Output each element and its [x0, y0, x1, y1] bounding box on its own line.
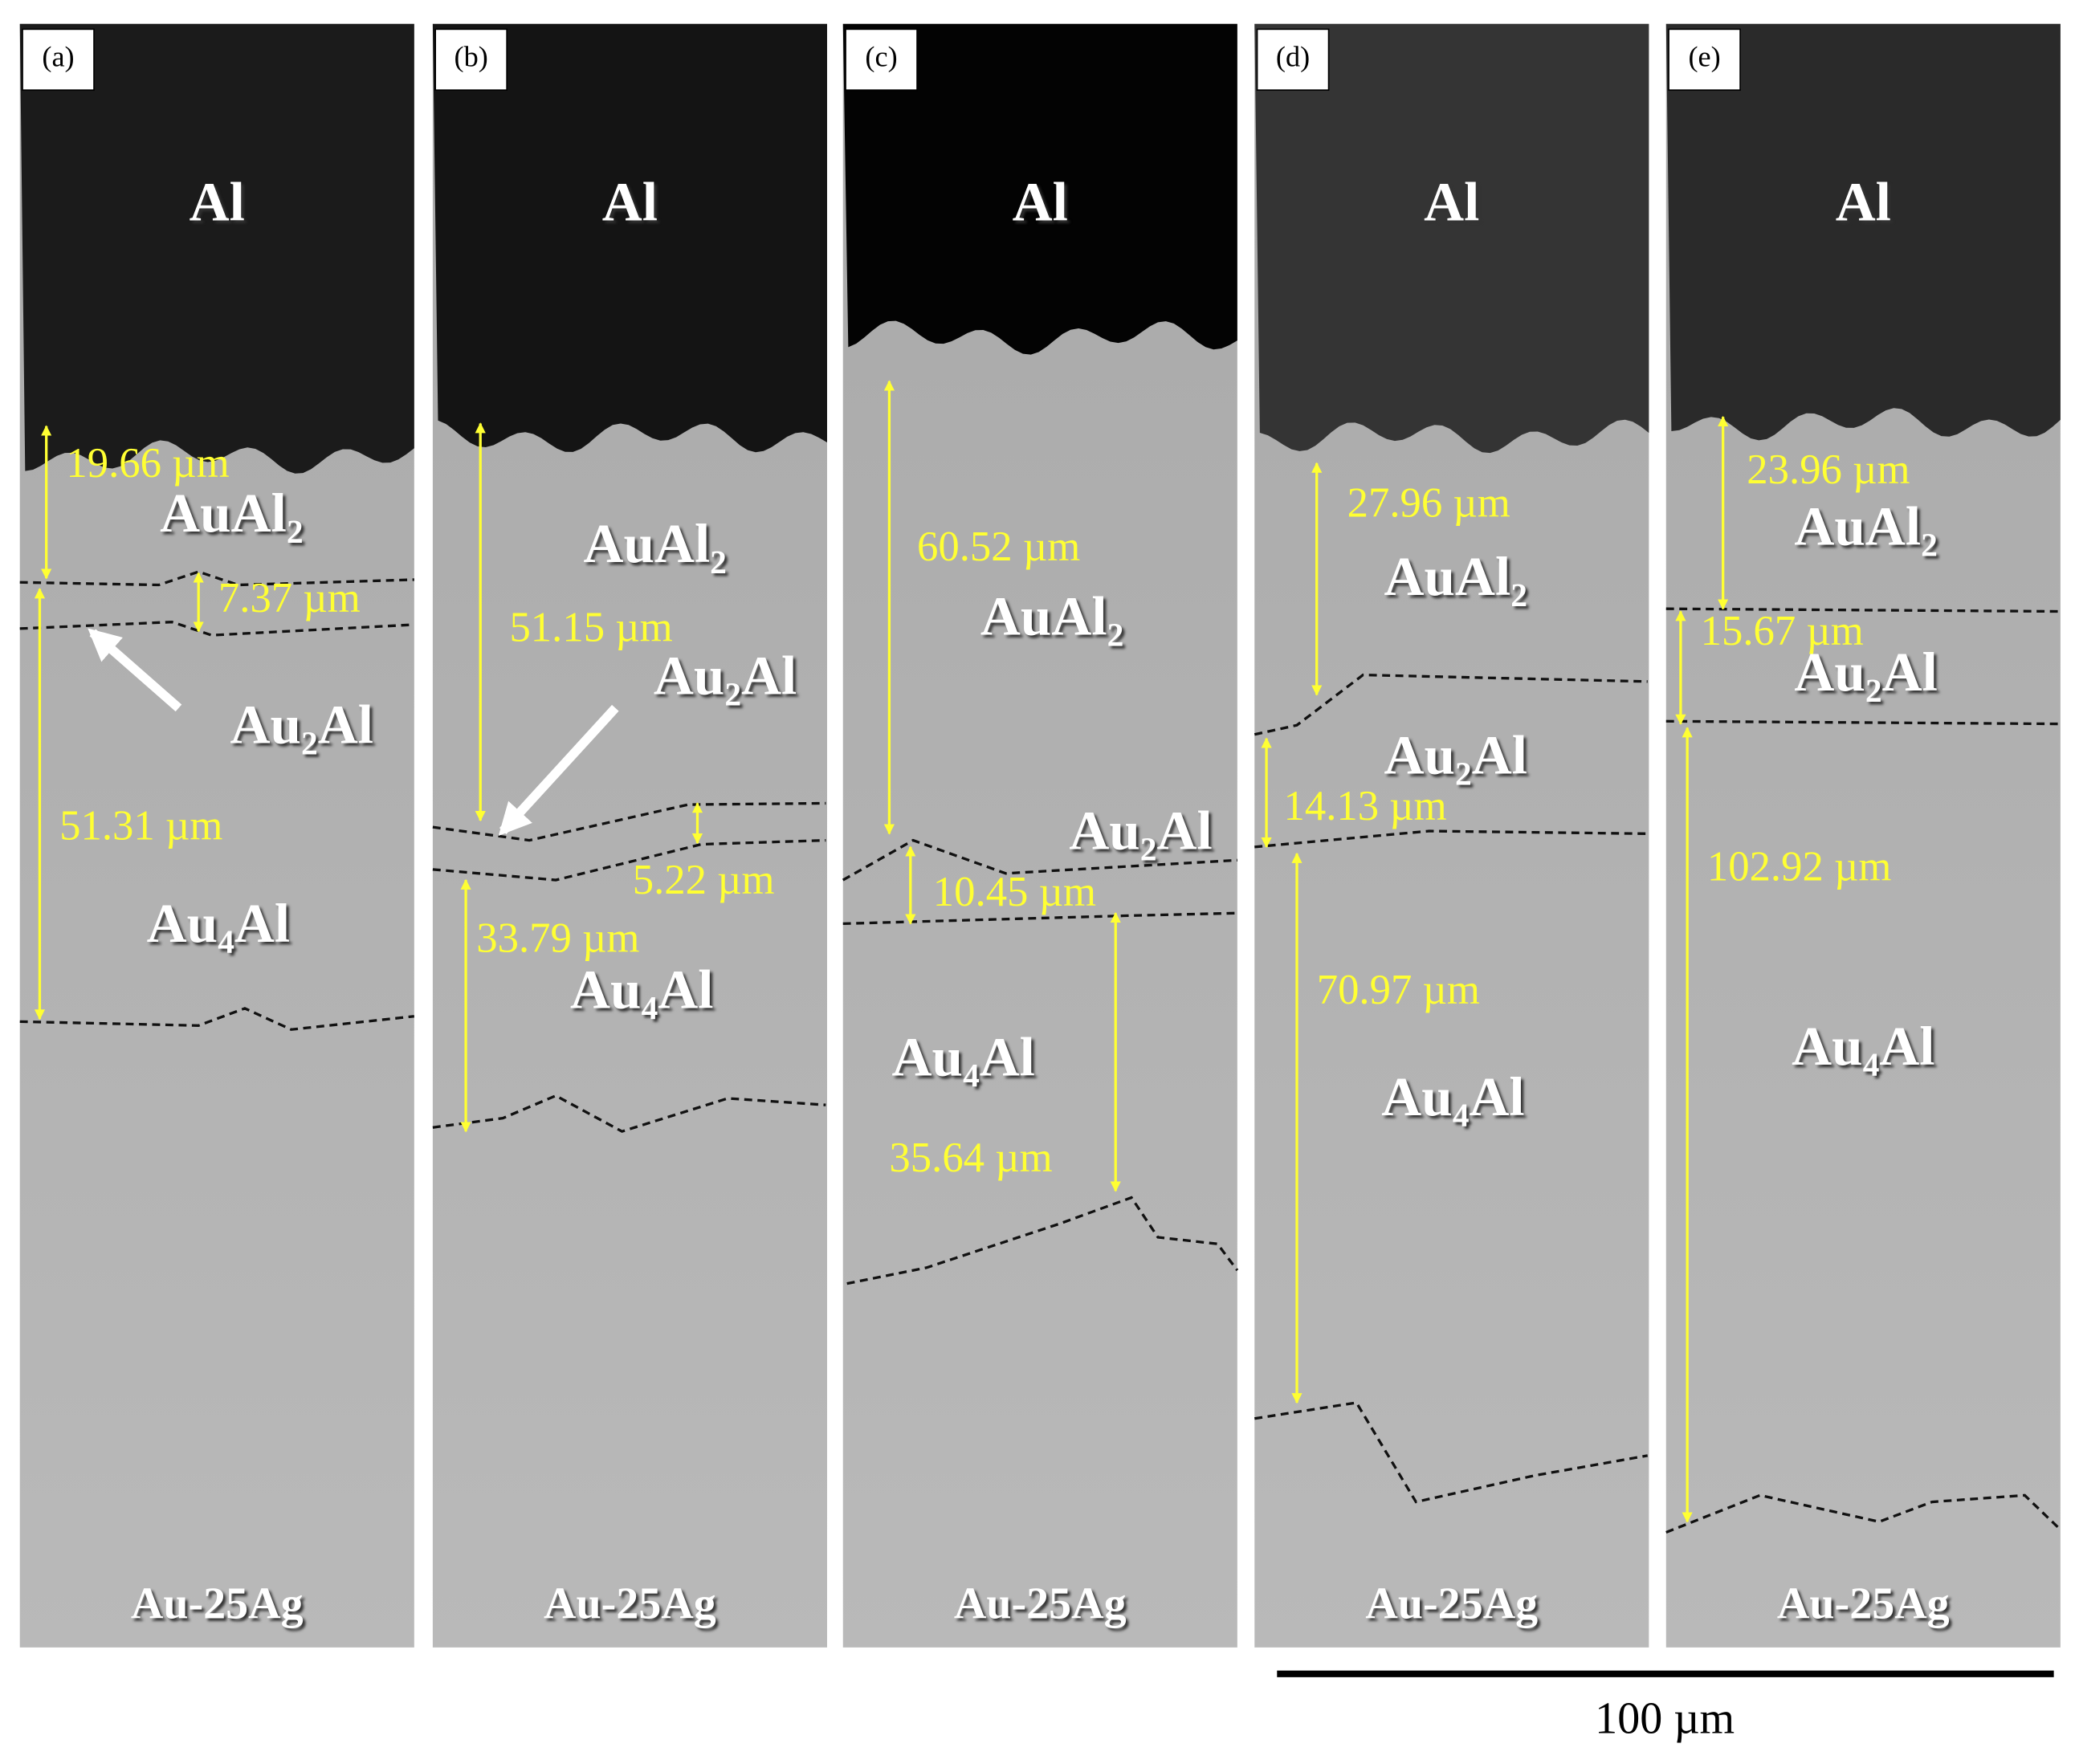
panel-label-box [434, 28, 508, 92]
interface-line [846, 1196, 1239, 1285]
thickness-label: 33.79 µm [476, 915, 639, 962]
micrograph-panel: 51.15 µm 5.22 µm 33.79 µm Al AuAl₂ Au₂Al Au₄Al… [432, 23, 827, 1648]
thickness-label: 70.97 µm [1317, 967, 1480, 1013]
substrate-label: Au-25Ag [544, 1579, 716, 1628]
phase-label: Al [1424, 171, 1479, 233]
interface-line [19, 1007, 414, 1031]
thickness-label: 14.13 µm [1284, 783, 1447, 829]
substrate-label: Au-25Ag [1365, 1579, 1538, 1628]
interface-line [1254, 829, 1648, 849]
interface-line [1254, 673, 1648, 736]
panel-label-box [1668, 28, 1741, 92]
thickness-label: 10.45 µm [933, 869, 1096, 915]
panel-label: (e) [1688, 41, 1720, 73]
micrograph-panel: 23.96 µm 15.67 µm 102.92 µm Al AuAl₂ Au₂Al Au₄… [1665, 23, 2061, 1648]
al-region [432, 23, 827, 453]
al-region [1665, 23, 2061, 441]
micrograph-panel: 60.52 µm 10.45 µm 35.64 µm Al AuAl₂ Au₂Al Au₄A… [842, 23, 1239, 1648]
thickness-label: 7.37 µm [218, 575, 361, 621]
phase-label: Al [1013, 171, 1068, 233]
thickness-label: 5.22 µm [633, 857, 775, 903]
substrate-label: Au-25Ag [131, 1579, 304, 1628]
phase-label: Au₂Al [1069, 800, 1212, 862]
phase-label: AuAl₂ [160, 482, 303, 544]
thickness-label: 27.96 µm [1347, 479, 1510, 526]
substrate-label: Au-25Ag [954, 1579, 1127, 1628]
phase-label: Au₄Al [1381, 1065, 1524, 1127]
thickness-label: 102.92 µm [1707, 844, 1892, 890]
phase-label: Al [1836, 171, 1891, 233]
al-region [19, 23, 414, 474]
panel-label: (b) [455, 41, 488, 73]
interface-line [19, 621, 414, 637]
phase-label: Al [602, 171, 658, 233]
pointer-arrow [498, 704, 619, 837]
phase-label: Au₄Al [570, 958, 713, 1020]
thickness-label: 15.67 µm [1701, 608, 1864, 654]
panel-label-box [845, 28, 918, 92]
interface-line [842, 911, 1237, 926]
interface-line [432, 838, 826, 882]
thickness-label: 60.52 µm [917, 523, 1080, 570]
panel-label-box [1256, 28, 1330, 92]
interface-line [1665, 1493, 2061, 1534]
micrograph-panel: 27.96 µm 14.13 µm 70.97 µm Al AuAl₂ Au₂Al Au₄A… [1254, 23, 1649, 1648]
interface-line [432, 1094, 826, 1133]
panel-label: (c) [865, 41, 897, 73]
interface-line [842, 838, 1237, 882]
thickness-label: 51.15 µm [509, 604, 672, 650]
thickness-label: 35.64 µm [889, 1135, 1052, 1181]
phase-label: Au₄Al [892, 1025, 1035, 1087]
phase-label: AuAl₂ [980, 585, 1123, 647]
al-region [842, 23, 1237, 355]
thickness-label: 51.31 µm [59, 802, 222, 849]
phase-label: Au₄Al [1792, 1015, 1934, 1077]
thickness-label: 23.96 µm [1747, 446, 1910, 493]
phase-label: Au₂Al [230, 694, 373, 756]
phase-label: Au₂Al [1384, 724, 1527, 786]
phase-label: Au₂Al [654, 645, 797, 707]
substrate-label: Au-25Ag [1777, 1579, 1950, 1628]
phase-label: Al [190, 171, 245, 233]
panel-label-box [22, 28, 95, 92]
phase-label: AuAl₂ [1794, 495, 1937, 557]
panel-label: (d) [1276, 41, 1310, 73]
interface-line [19, 570, 414, 587]
phase-label: AuAl₂ [584, 512, 727, 574]
panel-label: (a) [42, 41, 74, 73]
scale-bar-label: 100 µm [1595, 1694, 1735, 1744]
micrograph-panel: 19.66 µm 7.37 µm 51.31 µm Al AuAl₂ Au₂Al Au₄Al… [19, 23, 414, 1648]
thickness-label: 19.66 µm [66, 440, 229, 487]
interface-line [432, 801, 826, 842]
phase-label: Au₂Al [1794, 641, 1937, 703]
phase-label: Au₄Al [147, 892, 290, 954]
al-region [1254, 23, 1649, 454]
interface-line [1254, 1401, 1648, 1504]
phase-label: AuAl₂ [1384, 545, 1527, 607]
pointer-arrow [88, 628, 182, 712]
